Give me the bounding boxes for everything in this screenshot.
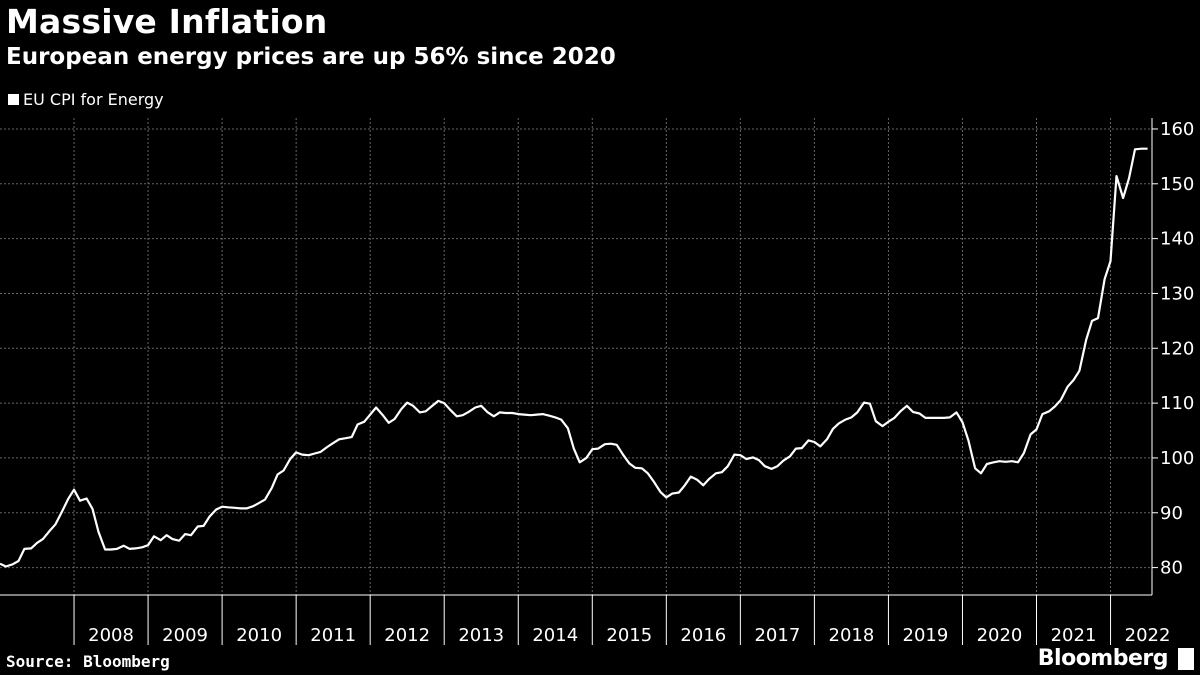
x-tick-label: 2011 [310,625,356,646]
source-note: Source: Bloomberg [6,652,170,671]
x-tick-label: 2014 [532,625,578,646]
y-tick-label: 120 [1160,338,1194,359]
x-tick-label: 2009 [162,625,208,646]
y-tick-label: 80 [1160,558,1183,579]
x-tick-label: 2018 [829,625,875,646]
y-tick-label: 110 [1160,393,1194,414]
series-line-eu-cpi-energy [0,147,1148,568]
x-tick-label: 2008 [88,625,134,646]
x-tick-label: 2019 [903,625,949,646]
x-tick-label: 2012 [384,625,430,646]
legend-swatch [8,94,19,105]
y-tick-label: 90 [1160,503,1183,524]
brand-logo: Bloomberg [1037,646,1169,671]
chart-title: Massive Inflation [6,2,328,41]
chart-subtitle: European energy prices are up 56% since … [6,44,616,70]
legend: EU CPI for Energy [8,90,164,109]
x-tick-label: 2010 [236,625,282,646]
x-tick-label: 2017 [754,625,800,646]
y-tick-label: 150 [1160,174,1194,195]
x-tick-label: 2020 [977,625,1023,646]
y-tick-label: 130 [1160,283,1194,304]
legend-label: EU CPI for Energy [23,90,164,109]
x-tick-label: 2021 [1051,625,1097,646]
x-tick-label: 2013 [458,625,504,646]
y-tick-label: 100 [1160,448,1194,469]
y-tick-label: 160 [1160,119,1194,140]
bloomberg-terminal-icon [1178,648,1194,670]
x-tick-label: 2015 [606,625,652,646]
y-tick-label: 140 [1160,229,1194,250]
x-tick-label: 2016 [680,625,726,646]
x-tick-label: 2022 [1125,625,1171,646]
